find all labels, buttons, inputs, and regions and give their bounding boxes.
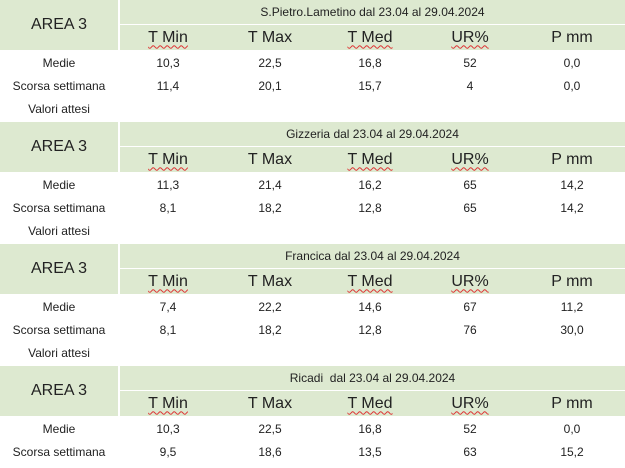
cell-value: 10,3 [156,55,180,70]
header-band [120,269,625,294]
area-label: AREA 3 [0,122,118,172]
cell-value: 14,6 [358,299,382,314]
header-band [120,147,625,172]
row-label: Valori attesi [28,345,90,360]
cell-value: 11,3 [156,177,180,192]
cell-value: 14,2 [560,177,584,192]
column-header: UR% [451,272,489,290]
row-label: Medie [42,299,76,314]
cell-value: 14,2 [560,200,584,215]
cell-value: 67 [463,299,477,314]
area-label: AREA 3 [0,366,118,416]
column-header: UR% [451,28,489,46]
cell-value: 15,2 [560,444,584,459]
column-header: T Min [148,28,188,46]
column-header: UR% [451,150,489,168]
cell-value: 52 [463,55,477,70]
column-header: T Med [347,272,393,290]
cell-value: 65 [463,177,477,192]
row-label: Scorsa settimana [12,444,106,459]
cell-value: 13,5 [358,444,382,459]
column-header: P mm [551,272,593,290]
cell-value: 18,6 [258,444,282,459]
cell-value: 16,8 [358,421,382,436]
row-label: Medie [42,177,76,192]
column-header: T Med [347,28,393,46]
column-header: P mm [551,394,593,412]
cell-value: 8,1 [159,322,177,337]
cell-value: 11,4 [156,78,180,93]
row-label: Scorsa settimana [12,322,106,337]
row-label: Valori attesi [28,101,90,116]
cell-value: 18,2 [258,322,282,337]
cell-value: 7,4 [159,299,177,314]
station-title: S.Pietro.Lametino dal 23.04 al 29.04.202… [120,0,625,24]
row-label: Valori attesi [28,223,90,238]
cell-value: 76 [463,322,477,337]
station-title: Gizzeria dal 23.04 al 29.04.2024 [120,122,625,146]
cell-value: 4 [466,78,474,93]
column-header: P mm [551,150,593,168]
column-header: T Min [148,394,188,412]
cell-value: 0,0 [563,55,581,70]
cell-value: 0,0 [563,421,581,436]
cell-value: 0,0 [563,78,581,93]
column-header: T Med [347,150,393,168]
cell-value: 12,8 [358,200,382,215]
column-header: P mm [551,28,593,46]
station-title: Ricadi dal 23.04 al 29.04.2024 [120,366,625,390]
column-header: T Min [148,272,188,290]
cell-value: 8,1 [159,200,177,215]
cell-value: 16,8 [358,55,382,70]
column-header: UR% [451,394,489,412]
row-label: Scorsa settimana [12,78,106,93]
cell-value: 12,8 [358,322,382,337]
row-label: Medie [42,421,76,436]
column-header: T Med [347,394,393,412]
cell-value: 20,1 [258,78,282,93]
cell-value: 21,4 [258,177,282,192]
row-label: Medie [42,55,76,70]
cell-value: 10,3 [156,421,180,436]
station-title: Francica dal 23.04 al 29.04.2024 [120,244,625,268]
cell-value: 18,2 [258,200,282,215]
header-band [120,25,625,50]
cell-value: 11,2 [560,299,584,314]
cell-value: 63 [463,444,477,459]
cell-value: 65 [463,200,477,215]
cell-value: 52 [463,421,477,436]
row-label: Scorsa settimana [12,200,106,215]
cell-value: 9,5 [159,444,177,459]
cell-value: 22,2 [258,299,282,314]
area-label: AREA 3 [0,244,118,294]
area-label: AREA 3 [0,0,118,50]
column-header: T Max [247,272,293,290]
cell-value: 22,5 [258,55,282,70]
header-band [120,391,625,416]
cell-value: 22,5 [258,421,282,436]
cell-value: 30,0 [560,322,584,337]
column-header: T Max [247,394,293,412]
cell-value: 15,7 [358,78,382,93]
column-header: T Max [247,28,293,46]
column-header: T Max [247,150,293,168]
column-header: T Min [148,150,188,168]
cell-value: 16,2 [358,177,382,192]
